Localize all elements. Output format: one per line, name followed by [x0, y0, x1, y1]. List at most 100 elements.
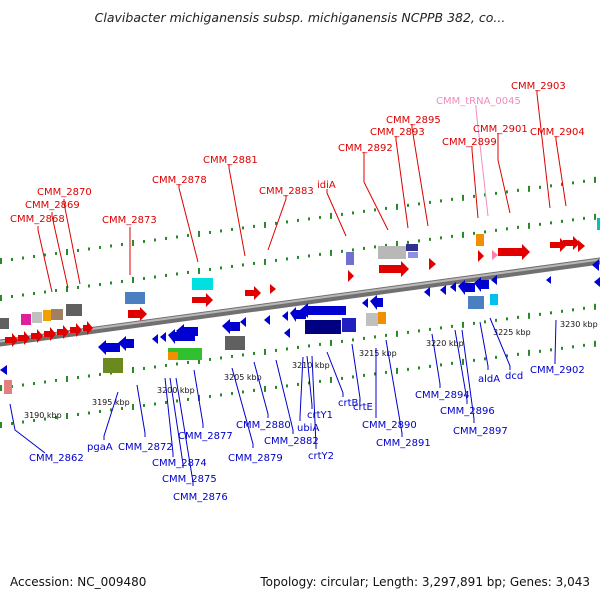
gene-label[interactable]: CMM_2891 — [376, 438, 431, 449]
gene-box[interactable] — [103, 358, 123, 373]
gene-arrow[interactable] — [546, 276, 551, 284]
gene-label[interactable]: CMM_2882 — [264, 436, 319, 447]
gene-label[interactable]: crtE — [353, 402, 373, 413]
gene-arrow[interactable] — [491, 275, 497, 285]
gene-arrow[interactable] — [222, 319, 240, 334]
gene-arrow[interactable] — [98, 340, 120, 355]
gene-arrow[interactable] — [284, 328, 290, 338]
gene-label[interactable]: CMM_2874 — [152, 458, 207, 469]
gene-label[interactable]: CMM_2870 — [37, 187, 92, 198]
gene-label[interactable]: CMM_2892 — [338, 143, 393, 154]
gene-box[interactable] — [192, 278, 213, 290]
gene-arrow[interactable] — [458, 280, 475, 295]
gene-label[interactable]: CMM_2894 — [415, 390, 470, 401]
gene-label[interactable]: aldA — [478, 374, 500, 385]
gene-label[interactable]: CMM_2899 — [442, 137, 497, 148]
gene-arrow[interactable] — [348, 270, 354, 282]
gene-label[interactable]: CMM_2872 — [118, 442, 173, 453]
gene-label[interactable]: dcd — [505, 371, 523, 382]
gene-arrow[interactable] — [176, 324, 198, 339]
gene-label[interactable]: CMM_tRNA_0045 — [436, 96, 521, 107]
gene-label[interactable]: CMM_2903 — [511, 81, 566, 92]
gene-label[interactable]: CMM_2875 — [162, 474, 217, 485]
gene-box[interactable] — [366, 313, 378, 326]
gene-box[interactable] — [378, 246, 406, 259]
gene-arrow[interactable] — [474, 277, 489, 292]
gene-arrow[interactable] — [424, 287, 430, 297]
gene-box[interactable] — [468, 296, 484, 309]
gene-arrow[interactable] — [0, 365, 7, 375]
gene-arrow[interactable] — [550, 238, 567, 252]
gene-arrow[interactable] — [478, 250, 484, 262]
gene-box[interactable] — [378, 312, 386, 324]
gene-label[interactable]: CMM_2868 — [10, 214, 65, 225]
gene-label[interactable]: idiA — [317, 180, 336, 191]
gene-label[interactable]: CMM_2869 — [25, 200, 80, 211]
gene-label[interactable]: ubiA — [297, 423, 319, 434]
gene-arrow[interactable] — [282, 311, 288, 321]
gene-label[interactable]: CMM_2895 — [386, 115, 441, 126]
gene-box[interactable] — [408, 252, 418, 258]
gene-label[interactable]: CMM_2902 — [530, 365, 585, 376]
gene-arrow[interactable] — [118, 336, 134, 351]
gene-arrow[interactable] — [300, 303, 346, 318]
gene-label[interactable]: CMM_2878 — [152, 175, 207, 186]
gene-arrow[interactable] — [270, 284, 276, 294]
gene-label[interactable]: CMM_2879 — [228, 453, 283, 464]
gene-box[interactable] — [476, 234, 484, 246]
gene-box[interactable] — [0, 318, 9, 329]
gene-box[interactable] — [342, 318, 356, 332]
gene-arrow[interactable] — [31, 329, 43, 343]
gene-label[interactable]: CMM_2862 — [29, 453, 84, 464]
gene-arrow[interactable] — [370, 295, 383, 310]
gene-box[interactable] — [406, 244, 418, 251]
gene-arrow[interactable] — [379, 261, 409, 277]
gene-arrow[interactable] — [245, 286, 261, 300]
gene-arrow[interactable] — [18, 331, 30, 345]
gene-label[interactable]: CMM_2883 — [259, 186, 314, 197]
gene-label[interactable]: crtY1 — [307, 410, 333, 421]
gene-arrow[interactable] — [152, 334, 158, 344]
gene-arrow[interactable] — [192, 293, 213, 307]
gene-arrow[interactable] — [594, 277, 600, 287]
gene-arrow[interactable] — [83, 321, 93, 335]
gene-arrow[interactable] — [128, 307, 147, 321]
gene-arrow[interactable] — [70, 323, 82, 337]
gene-arrow[interactable] — [362, 298, 368, 308]
gene-arrow[interactable] — [498, 244, 530, 260]
gene-box[interactable] — [346, 252, 354, 265]
gene-arrow[interactable] — [440, 285, 446, 295]
gene-box[interactable] — [225, 336, 245, 350]
gene-box[interactable] — [490, 294, 498, 305]
gene-label[interactable]: crtY2 — [308, 451, 334, 462]
gene-arrow[interactable] — [492, 250, 498, 260]
gene-arrow[interactable] — [450, 282, 456, 292]
gene-box[interactable] — [4, 380, 12, 394]
gene-arrow[interactable] — [44, 327, 56, 341]
gene-box[interactable] — [305, 320, 341, 334]
gene-label[interactable]: CMM_2881 — [203, 155, 258, 166]
gene-box[interactable] — [32, 312, 42, 323]
gene-label[interactable]: CMM_2877 — [178, 431, 233, 442]
gene-label[interactable]: CMM_2890 — [362, 420, 417, 431]
gene-label[interactable]: CMM_2901 — [473, 124, 528, 135]
gene-label[interactable]: CMM_2893 — [370, 127, 425, 138]
gene-arrow[interactable] — [578, 240, 585, 252]
gene-label[interactable]: CMM_2904 — [530, 127, 585, 138]
gene-arrow[interactable] — [5, 333, 18, 347]
gene-label[interactable]: CMM_2880 — [236, 420, 291, 431]
gene-arrow[interactable] — [57, 325, 69, 339]
gene-arrow[interactable] — [264, 315, 270, 325]
gene-box[interactable] — [51, 309, 63, 320]
gene-arrow[interactable] — [240, 317, 246, 327]
gene-box[interactable] — [125, 292, 145, 304]
gene-box[interactable] — [168, 352, 178, 360]
gene-label[interactable]: crtBI — [338, 398, 361, 409]
gene-label[interactable]: pgaA — [87, 442, 113, 453]
gene-box[interactable] — [66, 304, 82, 316]
gene-arrow[interactable] — [563, 236, 580, 250]
gene-arrow[interactable] — [592, 259, 599, 271]
gene-label[interactable]: CMM_2873 — [102, 215, 157, 226]
gene-arrow[interactable] — [160, 332, 166, 342]
gene-arrow[interactable] — [429, 258, 436, 270]
